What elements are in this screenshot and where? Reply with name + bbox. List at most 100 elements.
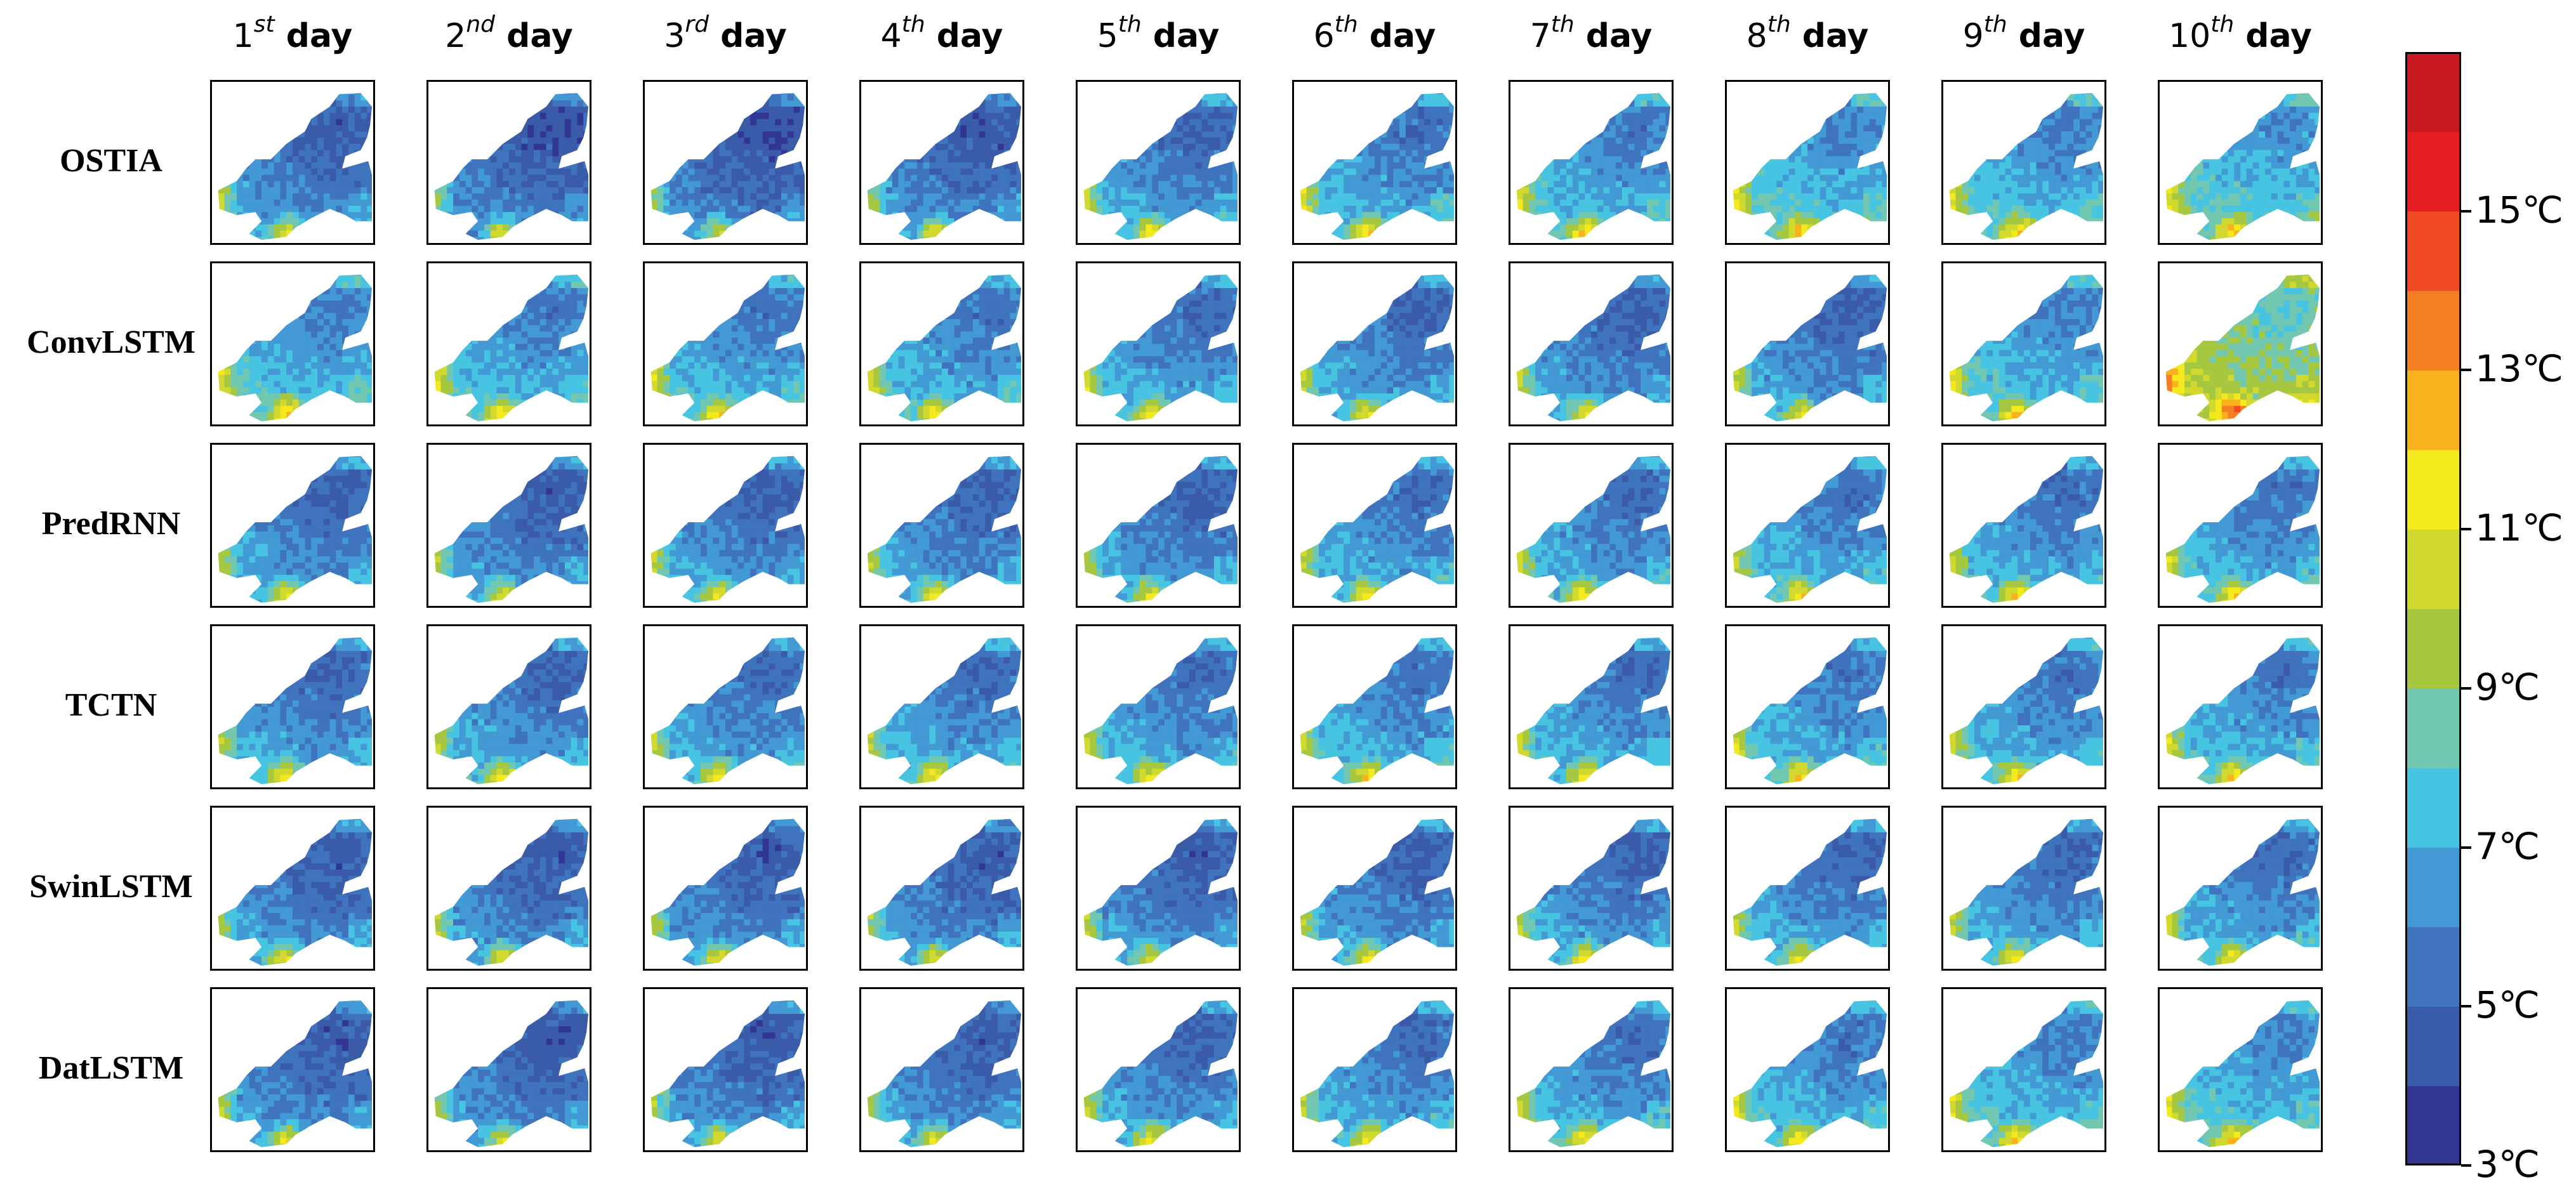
sst-cell [1578,162,1585,169]
sst-cell [1115,119,1121,126]
sst-cell [1622,225,1628,231]
sst-cell [1307,212,1313,218]
sst-cell [274,82,281,88]
sst-cell [268,187,274,194]
sst-cell [880,187,886,194]
sst-cell [311,218,317,225]
sst-cell [676,131,682,138]
sst-cell [1604,113,1610,119]
sst-cell [435,82,441,88]
sst-cell [1758,113,1764,119]
sst-cell [1616,175,1622,181]
sst-cell [694,169,701,175]
sst-cell [1665,169,1672,175]
sst-cell [441,144,447,150]
sst-cell [1591,119,1597,126]
sst-cell [261,194,268,200]
sst-cell [1165,218,1171,225]
sst-cell [441,212,447,218]
sst-cell [750,82,756,88]
sst-cell [280,206,286,212]
sst-cell [360,88,367,95]
sst-cell [1554,113,1560,119]
sst-cell [1152,162,1158,169]
sst-cell [1449,230,1455,237]
sst-cell [225,175,231,181]
sst-cell [998,225,1004,231]
sst-cell [701,200,707,206]
sst-cell [546,113,553,119]
sst-cell [657,156,664,162]
sst-cell [1406,162,1412,169]
sst-cell [1387,162,1394,169]
sst-cell [1616,187,1622,194]
sst-cell [899,144,905,150]
sst-cell [744,187,750,194]
sst-cell [1807,88,1814,95]
sst-cell [478,175,484,181]
sst-cell [775,131,781,138]
sst-cell [552,100,558,107]
sst-cell [1585,100,1591,107]
sst-cell [788,187,794,194]
sst-cell [645,144,651,150]
sst-cell [1300,100,1307,107]
sst-cell [1523,150,1529,156]
sst-cell [942,212,948,218]
sst-cell [1634,107,1641,113]
sst-cell [1232,194,1239,200]
sst-cell [1010,230,1016,237]
sst-cell [1609,194,1616,200]
sst-cell [565,119,571,126]
sst-cell [1554,212,1560,218]
sst-cell [237,144,243,150]
sst-cell [1437,138,1443,144]
sst-cell [800,212,806,218]
sst-cell [299,237,305,243]
sst-cell [1740,82,1746,88]
sst-cell [1090,82,1097,88]
sst-cell [1665,212,1672,218]
sst-cell [367,206,373,212]
sst-cell [732,119,738,126]
sst-cell [1146,225,1152,231]
sst-cell [707,194,713,200]
sst-cell [583,169,590,175]
sst-cell [1535,162,1542,169]
sst-cell [534,100,540,107]
sea-area [212,82,373,243]
sst-cell [1659,218,1665,225]
sst-cell [1406,175,1412,181]
sst-cell [565,212,571,218]
sst-cell [670,162,676,169]
sst-cell [645,150,651,156]
sst-cell [243,138,249,144]
sst-cell [491,206,497,212]
sst-cell [1443,212,1449,218]
sst-cell [1597,218,1604,225]
sst-cell [1350,82,1356,88]
sst-cell [1183,162,1189,169]
sst-cell [948,175,954,181]
sst-cell [1010,169,1016,175]
sst-cell [1554,156,1560,162]
sst-cell [1535,187,1542,194]
sst-cell [1393,169,1399,175]
sst-cell [979,206,986,212]
sst-cell [324,82,330,88]
sst-cell [1016,125,1022,131]
sst-cell [1801,82,1807,88]
sst-cell [1647,131,1653,138]
sst-cell [892,100,899,107]
sst-cell [682,88,689,95]
sst-cell [1870,100,1876,107]
sst-cell [701,181,707,187]
sst-cell [1312,150,1319,156]
sst-cell [904,225,911,231]
sst-cell [917,88,923,95]
sst-cell [286,206,293,212]
sst-cell [1622,82,1628,88]
sst-cell [348,119,355,126]
sst-cell [565,200,571,206]
sst-cell [577,237,583,243]
